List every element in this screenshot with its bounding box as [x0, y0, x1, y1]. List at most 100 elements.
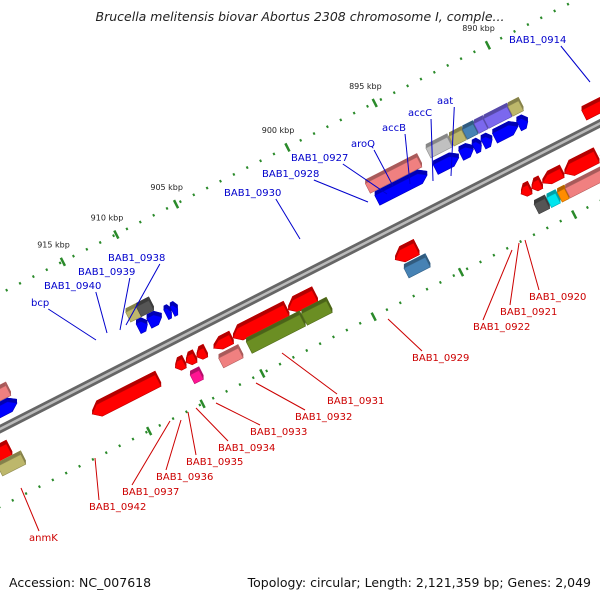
- gene-feature[interactable]: [163, 304, 172, 320]
- gene-feature[interactable]: [581, 97, 600, 121]
- leader-line: [313, 179, 369, 203]
- gene-label[interactable]: BAB1_0932: [295, 412, 352, 423]
- tick-label: 890 kbp: [462, 24, 495, 33]
- gene-feature[interactable]: [374, 169, 428, 206]
- leader-line: [373, 149, 394, 187]
- gene-feature[interactable]: [232, 300, 290, 341]
- gene-label[interactable]: BAB1_0940: [44, 281, 101, 292]
- gene-label[interactable]: BAB1_0921: [500, 307, 557, 318]
- tick-dot: [85, 247, 89, 251]
- tick-dot: [198, 403, 202, 407]
- gene-label[interactable]: accC: [408, 108, 432, 119]
- leader-line: [275, 198, 301, 240]
- gene-feature[interactable]: [432, 152, 460, 175]
- gene-feature[interactable]: [135, 296, 155, 318]
- gene-feature[interactable]: [394, 239, 420, 263]
- tick-dot: [325, 125, 329, 129]
- gene-label[interactable]: BAB1_0927: [291, 153, 348, 164]
- tick-dot: [505, 246, 509, 250]
- gene-label[interactable]: aroQ: [351, 139, 375, 150]
- major-tick: [570, 209, 578, 220]
- gene-feature[interactable]: [174, 354, 187, 371]
- gene-feature[interactable]: [516, 114, 529, 132]
- leader-line: [125, 263, 161, 326]
- tick-dot: [144, 430, 148, 434]
- gene-label[interactable]: BAB1_0928: [262, 169, 319, 180]
- gene-label[interactable]: BAB1_0935: [186, 457, 243, 468]
- tick-dot: [585, 205, 589, 210]
- gene-feature[interactable]: [491, 121, 519, 144]
- gene-label[interactable]: BAB1_0930: [224, 188, 281, 199]
- gene-feature[interactable]: [480, 132, 493, 150]
- gene-feature[interactable]: [91, 370, 162, 417]
- gene-feature[interactable]: [189, 366, 204, 385]
- gene-label[interactable]: BAB1_0939: [78, 267, 135, 278]
- tick-dot: [192, 193, 196, 197]
- gene-feature[interactable]: [507, 96, 524, 117]
- gene-feature[interactable]: [218, 344, 244, 369]
- gene-feature[interactable]: [520, 180, 533, 197]
- gene-feature[interactable]: [531, 175, 544, 192]
- gene-feature[interactable]: [403, 253, 431, 279]
- gene-feature[interactable]: [546, 189, 561, 208]
- major-tick: [59, 257, 67, 267]
- gene-label[interactable]: BAB1_0938: [108, 253, 165, 264]
- leader-line: [187, 411, 197, 456]
- tick-dot: [385, 308, 389, 312]
- major-tick: [284, 142, 291, 152]
- gene-label[interactable]: BAB1_0920: [529, 292, 586, 303]
- gene-label[interactable]: BAB1_0933: [250, 427, 307, 438]
- tick-dot: [532, 233, 536, 237]
- gene-label[interactable]: BAB1_0929: [412, 353, 469, 364]
- gene-label[interactable]: aat: [437, 96, 453, 107]
- gene-feature[interactable]: [471, 137, 482, 154]
- gene-label[interactable]: BAB1_0922: [473, 322, 530, 333]
- gene-feature[interactable]: [185, 349, 198, 366]
- gene-feature[interactable]: [0, 439, 13, 464]
- gene-feature[interactable]: [0, 450, 27, 477]
- leader-line: [94, 457, 100, 501]
- leader-line: [215, 402, 261, 426]
- tick-dot: [566, 2, 570, 6]
- gene-feature[interactable]: [533, 194, 551, 215]
- major-tick: [145, 426, 153, 436]
- tick-dot: [312, 131, 316, 136]
- gene-feature[interactable]: [146, 310, 163, 329]
- tick-dot: [178, 200, 182, 204]
- feature-layer[interactable]: [0, 67, 600, 477]
- tick-dot: [104, 451, 108, 455]
- gene-label[interactable]: BAB1_0937: [122, 487, 179, 498]
- gene-label[interactable]: bcp: [31, 298, 49, 309]
- gene-feature[interactable]: [0, 397, 18, 420]
- gene-feature[interactable]: [0, 381, 12, 409]
- gene-feature[interactable]: [483, 102, 513, 129]
- gene-feature[interactable]: [213, 330, 235, 350]
- gene-label[interactable]: BAB1_0936: [156, 472, 213, 483]
- gene-label[interactable]: BAB1_0931: [327, 396, 384, 407]
- gene-label[interactable]: accB: [382, 123, 406, 134]
- gene-feature[interactable]: [458, 143, 474, 161]
- tick-dot: [406, 84, 410, 88]
- tick-dot: [499, 36, 503, 40]
- gene-label[interactable]: BAB1_0942: [89, 502, 146, 513]
- tick-dot: [225, 389, 229, 393]
- gene-feature[interactable]: [135, 317, 148, 335]
- tick-dot: [152, 213, 156, 217]
- gene-feature[interactable]: [541, 164, 565, 185]
- tick-dot: [11, 498, 15, 502]
- gene-label[interactable]: anmK: [29, 533, 58, 544]
- gene-label[interactable]: BAB1_0914: [509, 35, 566, 46]
- gene-feature[interactable]: [169, 301, 179, 317]
- gene-feature[interactable]: [301, 296, 333, 326]
- gene-feature[interactable]: [196, 343, 209, 360]
- tick-dot: [171, 417, 175, 421]
- gene-label[interactable]: BAB1_0934: [218, 443, 275, 454]
- gene-feature[interactable]: [245, 310, 306, 354]
- tick-dot: [118, 444, 122, 448]
- gene-feature[interactable]: [564, 147, 600, 176]
- tick-dot: [545, 226, 549, 230]
- gene-feature[interactable]: [287, 286, 319, 313]
- gene-feature[interactable]: [564, 166, 600, 199]
